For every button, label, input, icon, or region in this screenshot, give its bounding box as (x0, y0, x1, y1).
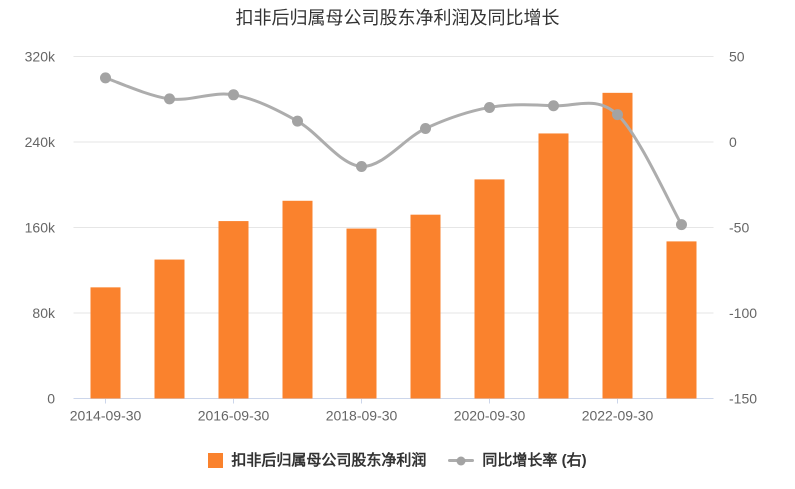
bar-2018-09-30[interactable] (346, 228, 377, 399)
legend-item-net-profit[interactable]: 扣非后归属母公司股东净利润 (208, 452, 426, 469)
bar-2020-09-30[interactable] (474, 179, 505, 399)
line-marker-dot-icon (456, 456, 466, 465)
y-axis-left-label-240k: 240k (25, 134, 56, 150)
marker-2018-09-30[interactable] (356, 160, 367, 172)
marker-2021-09-30[interactable] (548, 100, 559, 112)
x-axis-label-2014-09-30: 2014-09-30 (70, 408, 142, 424)
y-axis-right-label--50: -50 (729, 220, 749, 236)
marker-2017-09-30[interactable] (292, 115, 303, 127)
y-axis-left-label-160k: 160k (25, 220, 56, 236)
line-series-swatch-icon (448, 456, 475, 465)
bar-2019-09-30[interactable] (410, 214, 441, 399)
bar-series-swatch-icon (208, 453, 224, 468)
bar-2014-09-30[interactable] (90, 287, 121, 399)
growth-rate-line (104, 76, 683, 227)
bar-2016-09-30[interactable] (218, 221, 249, 399)
marker-2014-09-30[interactable] (100, 72, 111, 84)
marker-2016-09-30[interactable] (228, 89, 239, 101)
y-axis-right-label--100: -100 (729, 305, 757, 321)
marker-2023-09-30[interactable] (676, 219, 687, 231)
marker-2019-09-30[interactable] (420, 122, 431, 134)
y-axis-left-label-320k: 320k (25, 49, 56, 65)
legend-bar-label: 扣非后归属母公司股东净利润 (231, 452, 427, 469)
bar-2023-09-30[interactable] (666, 241, 697, 399)
marker-2015-09-30[interactable] (164, 93, 175, 105)
y-axis-left-label-0: 0 (47, 391, 55, 407)
x-axis-label-2018-09-30: 2018-09-30 (326, 408, 398, 424)
bar-2021-09-30[interactable] (538, 133, 569, 399)
legend-item-growth-rate[interactable]: 同比增长率 (右) (448, 452, 587, 469)
x-axis-label-2022-09-30: 2022-09-30 (582, 408, 654, 424)
chart-title: 扣非后归属母公司股东净利润及同比增长 (235, 8, 560, 28)
bar-2017-09-30[interactable] (282, 200, 313, 399)
x-axis-label-2016-09-30: 2016-09-30 (198, 408, 270, 424)
y-axis-right-label--150: -150 (729, 391, 757, 407)
marker-2020-09-30[interactable] (484, 101, 495, 113)
legend-line-label: 同比增长率 (右) (482, 452, 587, 469)
marker-2022-09-30[interactable] (612, 109, 623, 121)
legend: 扣非后归属母公司股东净利润 同比增长率 (右) (0, 452, 795, 469)
bar-2022-09-30[interactable] (602, 92, 633, 399)
y-axis-right-label-50: 50 (729, 49, 745, 65)
bar-2015-09-30[interactable] (154, 259, 185, 399)
y-axis-right-label-0: 0 (729, 134, 737, 150)
y-axis-left-label-80k: 80k (32, 305, 56, 321)
x-axis-label-2020-09-30: 2020-09-30 (454, 408, 526, 424)
